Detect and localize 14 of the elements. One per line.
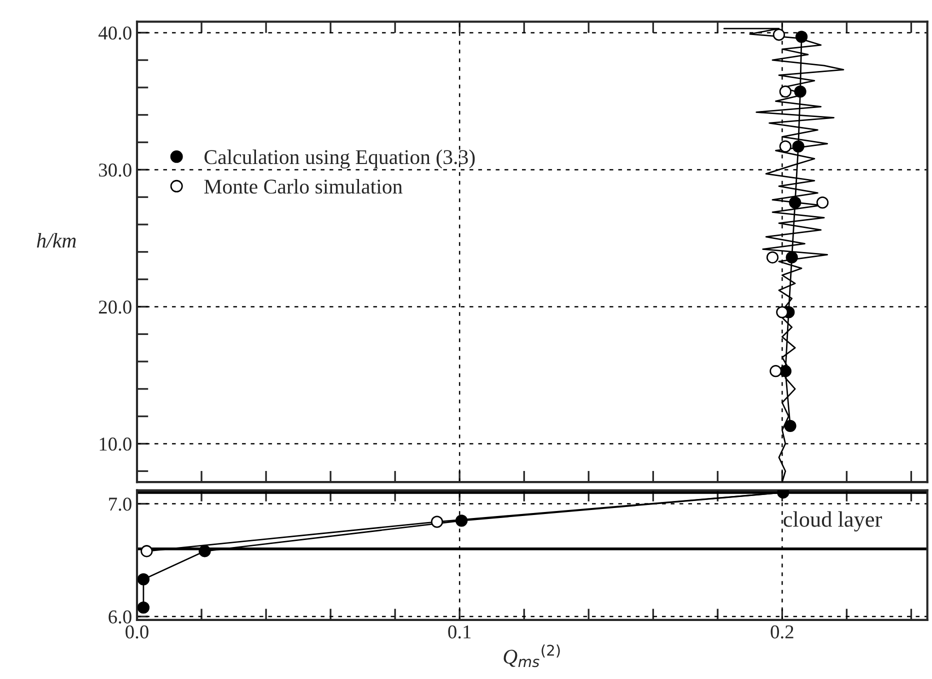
y-tick-label: 7.0 (109, 498, 132, 511)
y-tick-label: 6.0 (108, 610, 132, 624)
legend-label: Calculation using Equation (3.3) (204, 150, 475, 168)
y-tick-label: 10.0 (100, 438, 132, 451)
y-tick-label: 20.0 (98, 300, 132, 314)
y-axis-title: h/km (36, 233, 76, 248)
x-tick-label: 0.2 (770, 625, 794, 639)
legend-label: Monte Carlo simulation (204, 179, 402, 194)
y-tick-label: 30.0 (99, 164, 132, 177)
y-tick-label: 40.0 (98, 26, 132, 40)
x-tick-label: 0.1 (448, 625, 471, 639)
x-tick-label: 0.0 (126, 625, 148, 639)
annotation: cloud layer (784, 511, 882, 532)
x-axis-title: Q$_{ms}$$^{(2)}$ (504, 644, 560, 668)
